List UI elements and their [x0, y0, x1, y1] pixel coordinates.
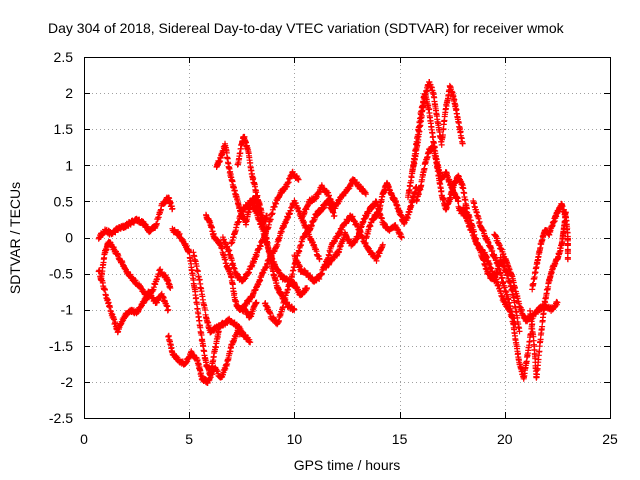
- chart-title: Day 304 of 2018, Sidereal Day-to-day VTE…: [48, 20, 565, 36]
- y-tick-label: -1: [61, 302, 74, 318]
- data-point: [238, 328, 245, 335]
- data-point: [379, 241, 386, 248]
- data-point: [264, 212, 270, 219]
- x-axis-label: GPS time / hours: [294, 457, 401, 473]
- data-point: [253, 299, 260, 306]
- data-point: [167, 285, 174, 291]
- y-tick-label: 0.5: [54, 193, 74, 209]
- x-tick-label: 10: [287, 431, 303, 447]
- x-tick-label: 5: [185, 431, 193, 447]
- y-tick-label: -2.5: [49, 410, 73, 426]
- data-point: [316, 256, 323, 263]
- data-point: [165, 306, 172, 313]
- data-point: [304, 285, 310, 291]
- y-tick-labels: -2.5 -2 -1.5 -1 -0.5 0 0.5 1 1.5 2 2.5: [49, 49, 73, 426]
- y-tick-label: -2: [61, 374, 74, 390]
- data-point: [438, 141, 445, 148]
- x-tick-label: 0: [80, 431, 88, 447]
- x-tick-label: 20: [497, 431, 513, 447]
- y-tick-label: 2: [65, 85, 73, 101]
- data-point: [295, 176, 302, 183]
- y-tick-label: -1.5: [49, 338, 73, 354]
- data-point: [291, 306, 298, 313]
- y-tick-label: 1: [65, 157, 73, 173]
- data-points: [95, 79, 571, 386]
- x-tick-label: 25: [602, 431, 618, 447]
- x-tick-labels: 0 5 10 15 20 25: [80, 431, 618, 447]
- data-point: [362, 191, 369, 198]
- y-tick-label: 0: [65, 230, 73, 246]
- data-point: [331, 212, 338, 219]
- y-axis-label: SDTVAR / TECUs: [7, 182, 23, 294]
- y-tick-label: -0.5: [49, 266, 73, 282]
- y-tick-label: 1.5: [54, 121, 74, 137]
- x-tick-label: 15: [392, 431, 408, 447]
- data-point: [169, 205, 176, 212]
- data-point: [247, 339, 254, 346]
- y-tick-label: 2.5: [54, 49, 74, 65]
